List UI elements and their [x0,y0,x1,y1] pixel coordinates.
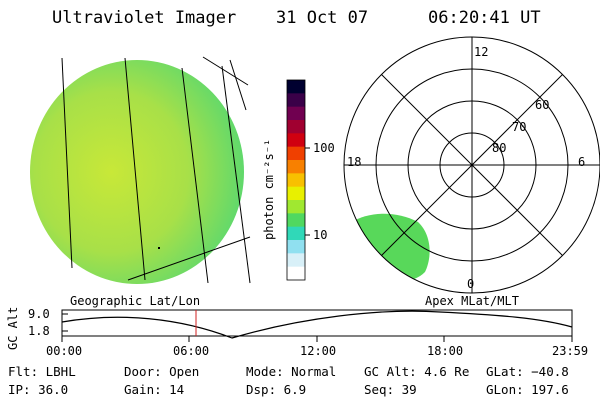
colorbar-segment [287,120,305,134]
time-label: 06:20:41 UT [428,8,541,28]
lat-label-60: 60 [535,98,550,112]
mode-info: Mode: Normal [246,364,337,379]
time-tick-0600: 06:00 [173,344,210,358]
colorbar-segment [287,160,305,174]
mlt-label-6: 6 [578,155,586,169]
gc-alt-info: GC Alt: 4.6 Re [364,364,470,379]
ip-info: IP: 36.0 [8,382,69,397]
glon-info: GLon: 197.6 [486,382,569,397]
colorbar-segment [287,106,305,121]
colorbar-segment [287,173,305,188]
alt-tick-low: 1.8 [28,324,50,338]
colorbar-segment [287,133,305,148]
date-label: 31 Oct 07 [276,8,369,28]
geo-panel-title: Geographic Lat/Lon [70,294,201,308]
colorbar-segment [287,213,305,228]
colorbar-segment [287,93,305,108]
colorbar-tick-10: 10 [313,228,328,242]
time-tick-1800: 18:00 [427,344,464,358]
colorbar-segment [287,80,305,94]
colorbar-segment [287,200,305,214]
colorbar-segment [287,226,305,241]
altitude-plot [61,309,573,342]
colorbar-segment [287,266,305,281]
mlt-label-12: 12 [474,45,489,59]
time-tick-1200: 12:00 [300,344,337,358]
mlt-label-18: 18 [347,155,362,169]
colorbar-unit-label: photon cm⁻²s⁻¹ [262,138,276,240]
polar-panel-title: Apex MLat/MLT [425,294,519,308]
lat-label-70: 70 [512,120,527,134]
colorbar-tick-100: 100 [313,141,335,155]
colorbar-segment [287,146,305,161]
altitude-curve [61,310,573,339]
time-tick-2359: 23:59 [552,344,589,358]
time-tick-0000: 00:00 [46,344,83,358]
colorbar-segment [287,240,305,254]
instrument-title: Ultraviolet Imager [52,8,237,28]
color-bar [287,80,305,281]
seq-info: Seq: 39 [364,382,417,397]
colorbar-segment [287,186,305,201]
colorbar-segment [287,253,305,268]
glat-info: GLat: −40.8 [486,364,569,379]
polar-plot [343,36,600,294]
mlt-label-0: 0 [467,277,475,291]
lon-grid-lines [61,56,251,284]
gain-info: Gain: 14 [124,382,185,397]
alt-axis-label: GC Alt [6,306,20,350]
lat-label-80: 80 [492,141,507,155]
aurora-oval-region [352,213,430,282]
dsp-info: Dsp: 6.9 [246,382,307,397]
filter-info: Flt: LBHL [8,364,76,379]
door-info: Door: Open [124,364,200,379]
alt-tick-high: 9.0 [28,307,50,321]
earth-disc [30,56,251,284]
